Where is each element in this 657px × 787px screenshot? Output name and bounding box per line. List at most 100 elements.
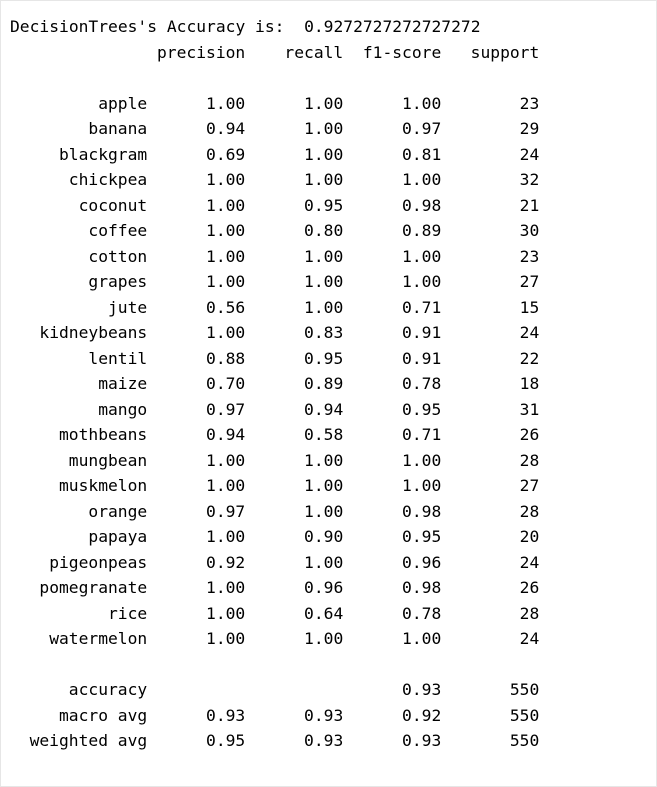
recall-value: 0.94 [304,399,344,419]
recall-value: 1.00 [304,552,344,572]
precision-value: 1.00 [206,603,246,623]
f1-score-value: 1.00 [402,246,442,266]
row-label: apple [98,93,148,113]
support-value: 18 [519,374,540,393]
f1-score-value: 0.89 [402,221,442,240]
recall-value: 1.00 [304,144,344,164]
row-label: cotton [88,246,148,266]
row-label: coconut [78,195,148,215]
f1-score-value: 0.95 [402,527,442,546]
recall-value: 0.58 [304,425,344,444]
f1-score-value: 0.71 [402,425,442,444]
recall-value: 1.00 [304,501,344,521]
row-label: grapes [88,272,148,291]
f1-score-value: 0.97 [402,119,442,138]
support-value: 28 [519,450,540,470]
summary-row: weighted avg 0.95 0.93 0.93 550 [10,728,540,754]
row-label: coffee [88,221,148,240]
recall-value: 0.93 [304,705,344,725]
table-row: papaya 1.00 0.90 0.95 20 [10,524,539,550]
row-label: lentil [88,348,148,368]
precision-value: 0.97 [206,399,246,419]
summary-row: accuracy 0.93 550 [10,677,539,703]
row-label: pigeonpeas [49,552,148,572]
f1-score-value: 0.81 [402,144,442,164]
recall-value: 0.93 [304,731,344,750]
summary-row: macro avg 0.93 0.93 0.92 550 [10,703,539,729]
table-row: rice 1.00 0.64 0.78 28 [10,601,539,627]
row-label: mungbean [68,450,148,470]
support-value: 20 [519,527,540,546]
table-row: coffee 1.00 0.80 0.89 30 [10,218,539,244]
table-row: grapes 1.00 1.00 1.00 27 [10,269,539,295]
table-row: watermelon 1.00 1.00 1.00 24 [10,626,539,652]
support-value: 23 [519,246,540,266]
table-row: kidneybeans 1.00 0.83 0.91 24 [10,320,539,346]
recall-value: 0.95 [304,195,344,215]
row-label: banana [88,119,148,138]
support-value: 29 [519,119,540,138]
row-label: rice [108,603,148,623]
table-row: pigeonpeas 0.92 1.00 0.96 24 [10,550,539,576]
table-row: blackgram 0.69 1.00 0.81 24 [10,142,539,168]
accuracy-title: DecisionTrees's Accuracy is: 0.927272727… [10,17,481,36]
support-value: 28 [519,501,540,521]
precision-value: 1.00 [206,195,246,215]
row-label: chickpea [68,170,148,189]
precision-value: 1.00 [206,527,246,546]
table-row: mungbean 1.00 1.00 1.00 28 [10,448,539,474]
row-label: maize [98,374,148,393]
recall-value: 0.90 [304,527,344,546]
f1-score-value: 0.98 [402,578,442,597]
support-value: 30 [519,221,540,240]
support-value: 21 [519,195,540,215]
support-value: 28 [519,603,540,623]
f1-score-value: 1.00 [402,450,442,470]
recall-value: 0.83 [304,323,344,342]
precision-value: 1.00 [206,629,246,648]
column-header-recall: recall [284,42,344,62]
blank-line [10,652,539,678]
f1-score-value: 1.00 [402,476,442,495]
table-row: mango 0.97 0.94 0.95 31 [10,397,539,423]
row-label: jute [108,297,148,317]
support-value: 550 [509,680,540,699]
precision-value: 0.97 [206,501,246,521]
table-row: banana 0.94 1.00 0.97 29 [10,116,539,142]
f1-score-value: 0.93 [402,731,442,750]
f1-score-value: 0.92 [402,705,442,725]
recall-value: 0.64 [304,603,344,623]
f1-score-value: 1.00 [402,629,442,648]
f1-score-value: 1.00 [402,170,442,189]
precision-value: 1.00 [206,93,246,113]
row-label: accuracy [68,680,148,699]
table-row: cotton 1.00 1.00 1.00 23 [10,244,539,270]
column-header-support: support [470,42,540,62]
support-value: 31 [519,399,540,419]
f1-score-value: 0.78 [402,374,442,393]
table-row: coconut 1.00 0.95 0.98 21 [10,193,540,219]
recall-value: 0.80 [304,221,344,240]
f1-score-value: 1.00 [402,93,442,113]
precision-value: 0.94 [206,119,246,138]
recall-value: 0.96 [304,578,344,597]
table-row: chickpea 1.00 1.00 1.00 32 [10,167,539,193]
precision-value: 0.69 [206,144,246,164]
recall-value: 1.00 [304,246,344,266]
column-header-f1-score: f1-score [362,42,442,62]
f1-score-value: 0.91 [402,323,442,342]
row-label: pomegranate [39,578,148,597]
support-value: 26 [519,578,540,597]
row-label: kidneybeans [39,323,148,342]
recall-value: 1.00 [304,170,344,189]
support-value: 15 [519,297,540,317]
row-label: mango [98,399,148,419]
blank-line [10,65,539,91]
row-label: watermelon [49,629,148,648]
table-row: lentil 0.88 0.95 0.91 22 [10,346,539,372]
recall-value: 1.00 [304,297,344,317]
table-row: maize 0.70 0.89 0.78 18 [10,371,539,397]
precision-value: 1.00 [206,450,246,470]
precision-value: 0.92 [206,552,246,572]
recall-value: 1.00 [304,629,344,648]
